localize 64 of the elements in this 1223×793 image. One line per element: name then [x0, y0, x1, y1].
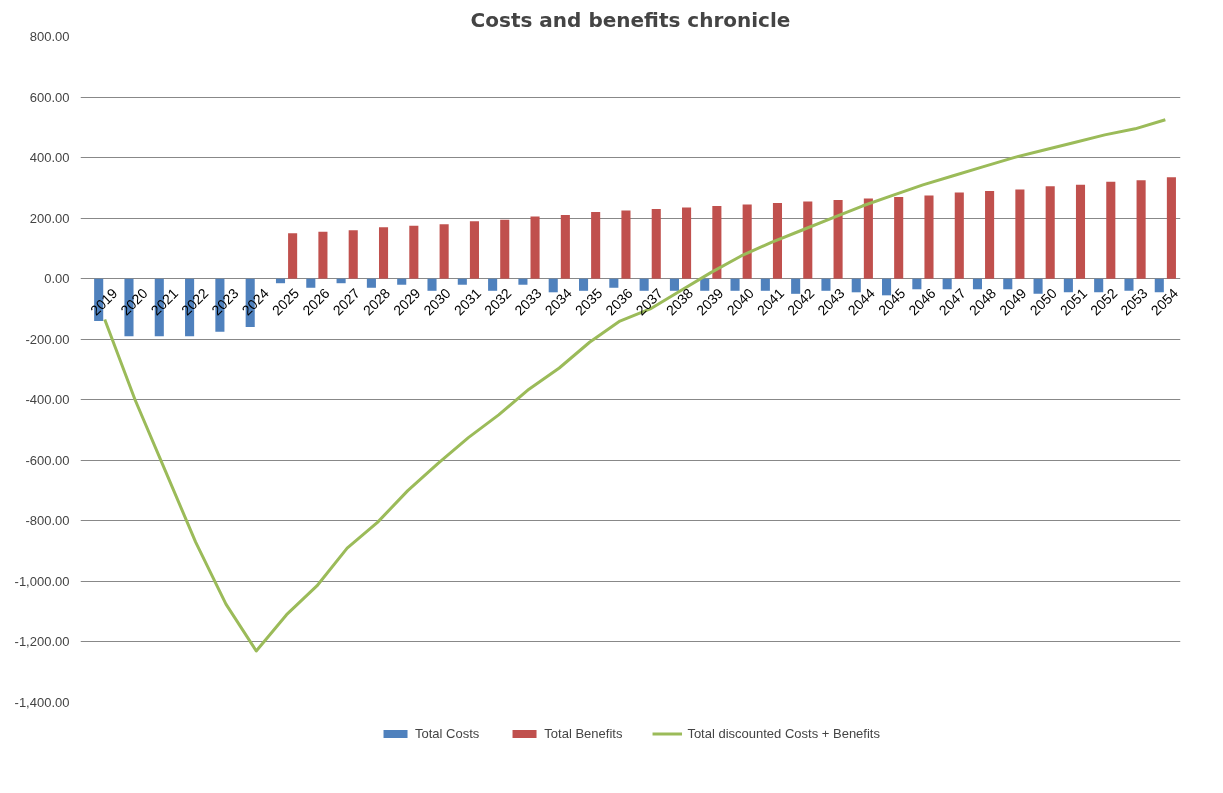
bar: [427, 278, 437, 291]
y-tick-label: -1,400.00: [14, 695, 70, 710]
bar: [288, 233, 298, 279]
chart-title: Costs and benefits chronicle: [470, 7, 791, 32]
bar: [1015, 189, 1025, 279]
bar: [863, 198, 873, 279]
bar: [942, 278, 952, 290]
bar: [366, 278, 376, 288]
y-tick-label: -1,000.00: [14, 573, 70, 589]
bar: [397, 278, 407, 285]
y-tick-label: -1,200.00: [14, 634, 70, 650]
bar: [1136, 180, 1146, 279]
legend-label: Total discounted Costs + Benefits: [687, 725, 880, 741]
bar: [833, 199, 843, 279]
bar: [457, 278, 467, 285]
bar: [985, 190, 995, 279]
bar: [530, 216, 540, 279]
bar: [772, 203, 783, 279]
bar: [700, 278, 710, 291]
bar: [1166, 177, 1176, 279]
bar: [712, 206, 722, 279]
bar: [1003, 278, 1013, 290]
bar: [1106, 181, 1116, 279]
y-tick-label: 200.00: [29, 210, 70, 226]
y-tick-label: 800.00: [29, 29, 70, 44]
bar: [730, 278, 740, 291]
bar: [803, 201, 813, 279]
bar: [488, 278, 498, 291]
bar: [894, 196, 904, 279]
y-tick-label: -200.00: [25, 331, 70, 347]
bar: [469, 221, 479, 279]
bar: [348, 230, 358, 279]
legend-label: Total Benefits: [544, 725, 623, 741]
bar: [1124, 278, 1134, 291]
bar: [318, 231, 328, 279]
y-tick-label: 400.00: [29, 150, 70, 166]
bar: [912, 278, 922, 290]
y-tick-label: -600.00: [25, 452, 70, 468]
bar: [954, 192, 964, 279]
bar: [409, 225, 419, 279]
bar: [518, 278, 528, 285]
bar: [591, 212, 601, 279]
bar: [500, 219, 510, 279]
bar: [1075, 184, 1086, 279]
y-tick-label: 600.00: [29, 89, 70, 105]
bar: [306, 278, 316, 288]
bar: [972, 278, 983, 290]
legend-label: Total Costs: [415, 725, 480, 741]
y-tick-label: -800.00: [25, 513, 70, 529]
bar: [669, 278, 679, 291]
bar: [378, 227, 389, 279]
bar: [924, 195, 934, 279]
bar: [651, 209, 661, 279]
bar: [760, 278, 770, 291]
bar: [609, 278, 619, 288]
bar: [682, 207, 692, 279]
bar: [742, 204, 752, 279]
bar: [1045, 186, 1055, 279]
y-tick-label: 0.00: [44, 271, 70, 287]
bar: [621, 210, 631, 279]
y-tick-label: -400.00: [25, 392, 70, 408]
bar: [560, 215, 570, 279]
bar: [439, 224, 449, 279]
bar: [821, 278, 831, 291]
